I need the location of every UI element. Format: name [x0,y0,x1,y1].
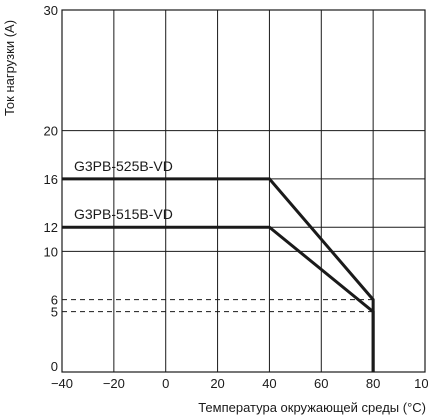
series-labels: G3PB-525B-VD G3PB-515B-VD [74,158,173,222]
y-tick-label: 12 [44,220,58,235]
reference-lines [62,299,374,313]
y-tick-label: 30 [44,3,58,18]
y-tick-label: 16 [44,172,58,187]
x-tick-labels: −40 −20 0 20 40 60 80 100 [51,376,428,391]
series-label: G3PB-515B-VD [74,206,173,222]
series-label: G3PB-525B-VD [74,158,173,174]
y-tick-label: 10 [44,244,58,259]
grid-lines [62,10,425,372]
x-tick-label: 40 [262,376,276,391]
y-tick-label: 20 [44,124,58,139]
y-tick-label: 6 [51,293,58,308]
x-tick-label: 100 [414,376,428,391]
y-axis-label: Ток нагрузки (A) [2,20,17,116]
plot-frame [61,9,426,373]
x-tick-label: −40 [51,376,73,391]
x-tick-label: −20 [103,376,125,391]
series-lines [62,177,375,372]
x-tick-label: 0 [162,376,169,391]
x-axis-label: Температура окружающей среды (°C) [198,400,426,415]
series-line [62,225,375,372]
y-tick-label: 0 [51,359,58,374]
x-tick-label: 20 [210,376,224,391]
x-tick-label: 80 [366,376,380,391]
x-tick-label: 60 [314,376,328,391]
y-tick-label: 5 [51,305,58,320]
y-tick-labels: 0 56 10 12 16 20 30 [44,3,58,374]
